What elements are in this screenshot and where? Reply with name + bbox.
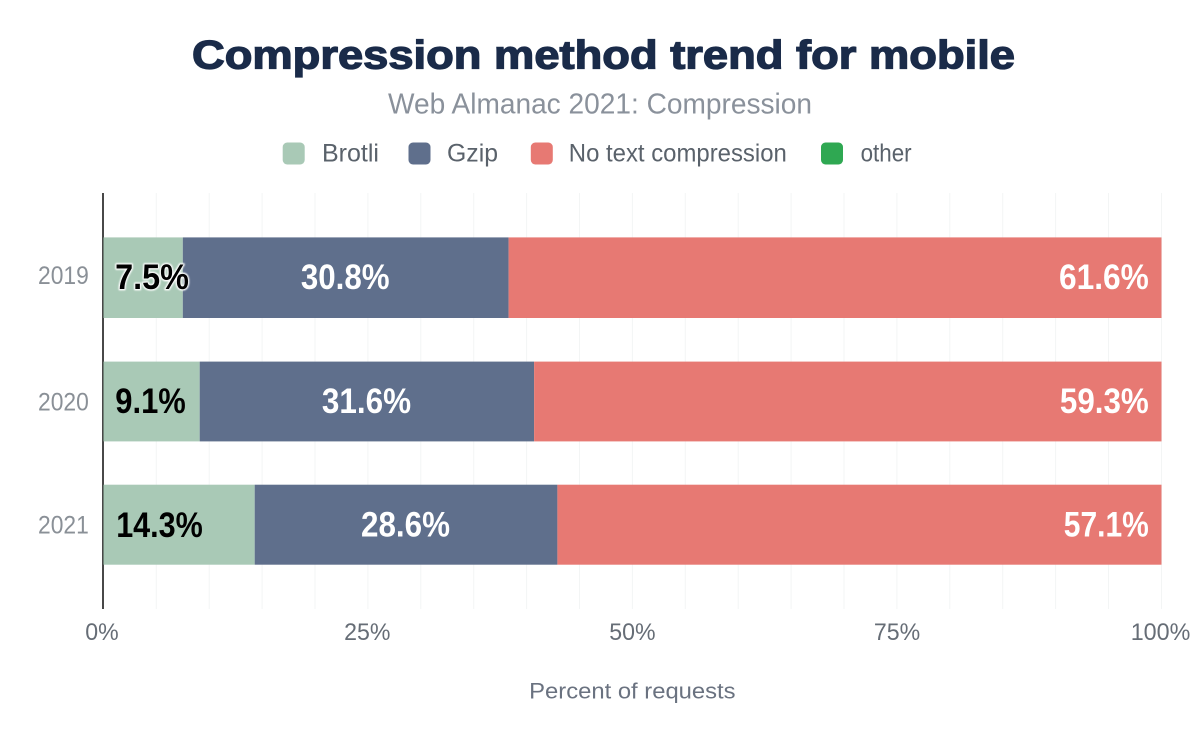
svg-text:57.1%: 57.1% [1064,506,1149,545]
svg-text:2019: 2019 [38,262,89,290]
svg-text:other: other [861,139,912,167]
svg-text:30.8%: 30.8% [301,258,390,297]
svg-text:Web Almanac 2021: Compression: Web Almanac 2021: Compression [388,89,812,121]
svg-text:Brotli: Brotli [322,139,379,167]
svg-text:25%: 25% [344,619,390,646]
svg-text:Compression method trend for m: Compression method trend for mobile [192,34,1015,78]
svg-text:9.1%: 9.1% [115,382,186,421]
svg-text:0%: 0% [85,619,118,646]
svg-text:2020: 2020 [38,389,89,417]
svg-text:2021: 2021 [38,512,89,540]
svg-text:7.5%: 7.5% [115,258,189,297]
svg-text:14.3%: 14.3% [116,506,203,545]
svg-text:No text compression: No text compression [569,139,787,167]
svg-text:75%: 75% [874,619,920,646]
svg-text:61.6%: 61.6% [1059,258,1149,297]
svg-text:7.5%: 7.5% [115,258,189,297]
svg-text:50%: 50% [609,619,655,646]
svg-text:31.6%: 31.6% [322,382,411,421]
svg-text:Percent of requests: Percent of requests [529,679,735,704]
svg-text:28.6%: 28.6% [361,506,450,545]
svg-text:100%: 100% [1131,619,1191,646]
svg-text:59.3%: 59.3% [1060,382,1149,421]
svg-text:Gzip: Gzip [447,139,498,167]
